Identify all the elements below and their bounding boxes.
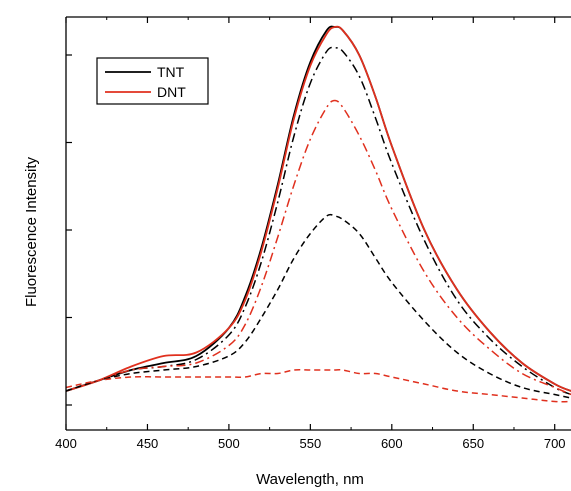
x-tick-label: 650 <box>462 436 484 451</box>
legend-box <box>96 57 209 105</box>
x-tick-label: 700 <box>544 436 566 451</box>
axes-layer <box>65 16 571 431</box>
x-tick-label: 400 <box>55 436 77 451</box>
x-tick-label: 600 <box>381 436 403 451</box>
legend-label-dnt: DNT <box>157 84 186 100</box>
series-line-tnt-dash-dot <box>65 46 571 396</box>
series-line-dnt-dashed <box>65 368 571 403</box>
x-tick-label: 500 <box>218 436 240 451</box>
ticks-layer: 400 450 500 550 600 650 700 <box>55 17 566 451</box>
series-line-dnt-solid <box>65 25 571 392</box>
series-line-tnt-dashed <box>65 213 571 399</box>
legend-label-tnt: TNT <box>157 64 185 80</box>
x-tick-label: 450 <box>137 436 159 451</box>
x-axis-title: Wavelength, nm <box>256 471 364 488</box>
legend: TNT DNT <box>96 57 209 105</box>
series-layer <box>65 25 571 403</box>
y-axis-title: Fluorescence Intensity <box>23 156 40 307</box>
series-line-dnt-dash-dot <box>65 99 571 396</box>
x-tick-label: 550 <box>300 436 322 451</box>
